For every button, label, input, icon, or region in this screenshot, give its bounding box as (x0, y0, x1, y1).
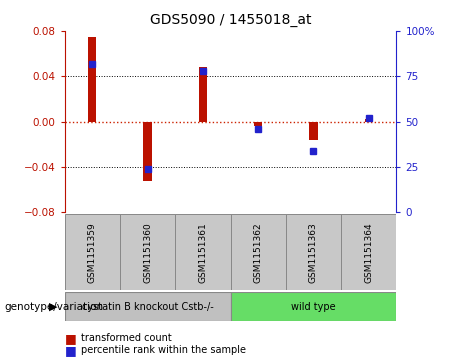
Text: GSM1151364: GSM1151364 (364, 222, 373, 283)
Bar (365, 119, 373, 122)
Text: transformed count: transformed count (81, 333, 171, 343)
Text: percentile rank within the sample: percentile rank within the sample (81, 345, 246, 355)
Text: GSM1151359: GSM1151359 (88, 222, 97, 283)
Bar (309, 122, 318, 140)
Bar (88, 37, 96, 122)
Bar (143, 122, 152, 180)
Bar (199, 67, 207, 122)
Title: GDS5090 / 1455018_at: GDS5090 / 1455018_at (150, 13, 311, 27)
Text: GSM1151360: GSM1151360 (143, 222, 152, 283)
Bar (175, 214, 230, 290)
Bar (286, 214, 341, 290)
Bar (65, 292, 230, 321)
Text: GSM1151361: GSM1151361 (198, 222, 207, 283)
Text: wild type: wild type (291, 302, 336, 312)
Text: cystatin B knockout Cstb-/-: cystatin B knockout Cstb-/- (82, 302, 213, 312)
Text: GSM1151363: GSM1151363 (309, 222, 318, 283)
Text: genotype/variation: genotype/variation (5, 302, 104, 312)
Text: ■: ■ (65, 344, 76, 357)
Text: ■: ■ (65, 332, 76, 345)
Bar (341, 214, 396, 290)
Text: GSM1151362: GSM1151362 (254, 222, 263, 283)
Bar (230, 292, 396, 321)
Bar (230, 214, 286, 290)
Bar (120, 214, 175, 290)
Bar (254, 122, 262, 126)
Text: ▶: ▶ (49, 302, 58, 312)
Bar (65, 214, 120, 290)
